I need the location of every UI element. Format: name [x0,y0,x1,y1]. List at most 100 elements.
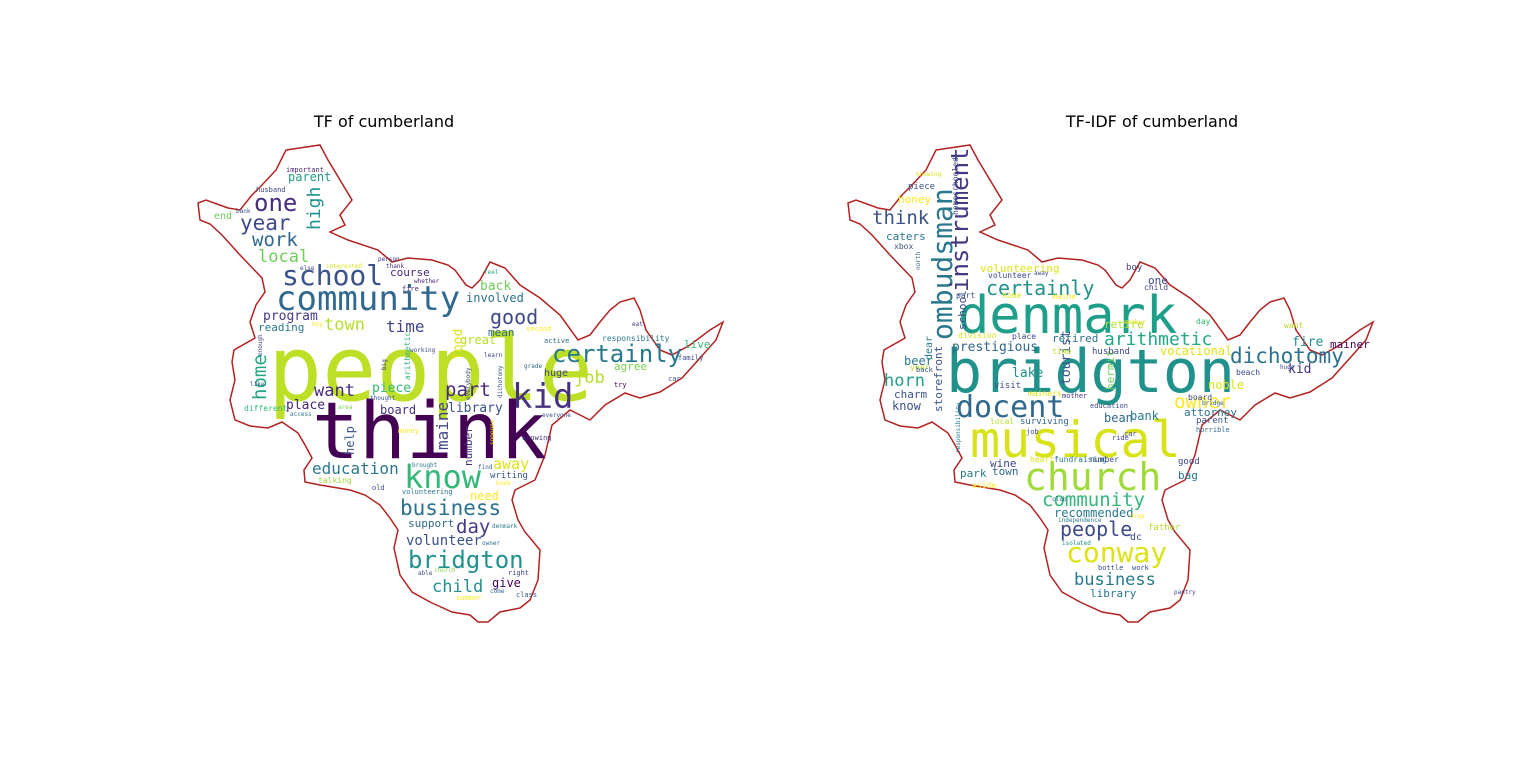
word: mainer [1330,338,1370,351]
word: community [1042,489,1145,511]
word: great [460,333,496,347]
word: bottle [1098,564,1123,572]
word: bean [1104,411,1133,425]
word: community [276,279,460,319]
word: back [480,279,511,294]
word: program [263,309,318,324]
word: education [1090,402,1128,410]
word: arithmetic [403,332,412,380]
panel-title: TF of cumberland [313,112,455,131]
word: end [214,211,232,222]
word: dichotomy [497,365,504,398]
word: reading [258,321,304,334]
tf-panel: TF of cumberland people think community sch… [197,112,725,623]
word: tourist [1059,330,1074,385]
word: attorney [1184,406,1237,419]
word: piece [372,381,411,396]
word: course [390,266,430,279]
word: child [1144,283,1168,292]
word: volunteering [402,488,453,496]
word: prestigious [952,340,1038,355]
word: noble [1208,378,1244,392]
word: huge [544,368,568,379]
word: bridgton [946,337,1235,407]
word: ride [1112,434,1129,442]
word: charm [894,388,927,401]
word: involved [466,291,524,305]
word: honey [898,193,931,206]
word: local [990,417,1014,426]
word: come [490,588,505,595]
word: able [418,570,433,577]
word: north [915,252,922,270]
word: high [304,187,325,230]
word: mother [1062,392,1087,400]
word: arithmetic [1104,329,1212,350]
cumberland-outline [847,144,1375,623]
word: local [258,247,309,267]
word: back [916,366,934,374]
word: boy [1126,263,1143,273]
cumberland-outline [197,144,725,623]
word: learn [484,352,502,359]
word: give [492,576,521,590]
tfidf-panel: TF-IDF of cumberland bridgton denmark musi… [768,0,1536,757]
word: library [1090,587,1137,600]
word: lake [1012,366,1043,381]
word: kid [512,377,573,417]
word: one [254,189,297,217]
word: part [956,291,975,300]
word: thank [386,263,404,270]
word: horn [884,371,925,391]
word: number [462,426,475,466]
word: class [516,591,537,599]
word: maine [433,402,452,450]
word: surviving [1020,417,1069,427]
word: independence [1058,517,1102,524]
word: club [1052,496,1067,503]
word: live [684,338,711,351]
word: family [678,354,703,362]
word: work [252,229,298,251]
word: area [338,404,353,411]
word: people [268,317,593,422]
word: people [1060,517,1132,541]
word: agree [614,360,647,373]
word: big [381,359,388,370]
word: ombudsman [926,188,959,340]
word: fire [402,285,419,293]
word: beer [904,354,933,368]
word: grade [524,363,542,370]
word: mean [488,326,515,339]
word: job [1026,428,1039,436]
word: conway [1066,536,1167,569]
word: want [1284,321,1303,330]
word: old [372,484,385,492]
word: pantry [1174,589,1196,596]
word: interested [326,263,363,270]
word: church [1024,455,1161,499]
word: support [408,517,454,530]
word: business [1074,570,1156,590]
word: car [1124,430,1137,438]
word: vocational [1160,344,1232,358]
word: home [249,354,271,400]
word: town [324,315,365,335]
word: time [1052,347,1071,356]
word: beach [1236,368,1260,377]
word: need [470,489,499,503]
word: away [493,455,529,473]
word: feel [484,269,499,276]
word: recommended [1054,506,1133,520]
word: dear [924,336,935,360]
word: bridgton [408,546,524,574]
word: certainly [986,276,1094,300]
word: education [312,459,399,478]
word: bank [1130,409,1160,423]
word: responsibility [602,334,670,343]
word: park [960,467,987,480]
word: parent [1196,416,1229,426]
word: hermit [1104,350,1117,390]
